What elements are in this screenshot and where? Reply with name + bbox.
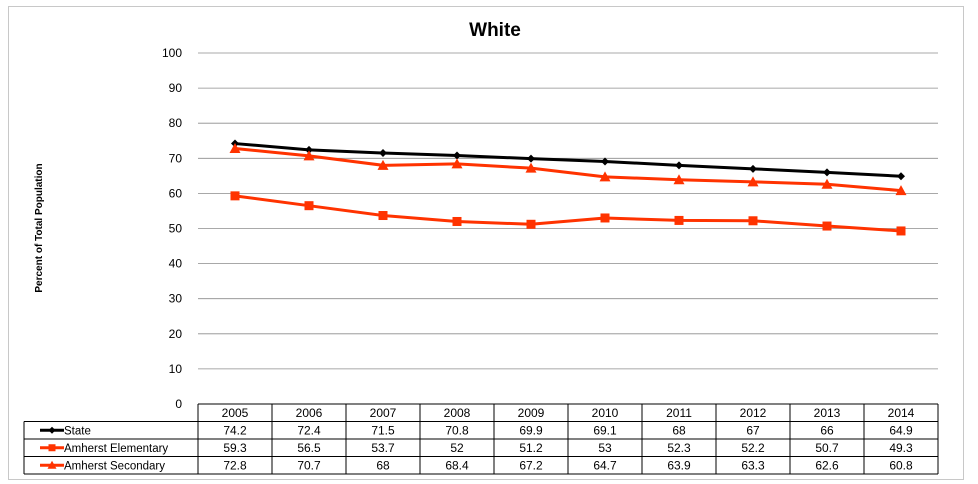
- chart-frame: [8, 6, 964, 480]
- y-tick-label: 0: [175, 397, 182, 411]
- data-point: [305, 145, 313, 154]
- series-layer: [229, 139, 907, 236]
- data-point: [673, 174, 685, 185]
- chart-title: White: [469, 20, 521, 41]
- y-tick-label: 30: [169, 292, 183, 306]
- data-point: [895, 185, 907, 196]
- data-point: [749, 164, 757, 173]
- x-tick-label: 2013: [814, 406, 841, 420]
- data-table-value: 64.9: [889, 424, 913, 438]
- data-point: [527, 154, 535, 163]
- data-point: [600, 213, 610, 223]
- y-tick-label: 20: [169, 327, 183, 341]
- data-point: [675, 161, 683, 170]
- data-point: [822, 221, 832, 231]
- data-point: [897, 172, 905, 181]
- data-point: [896, 226, 906, 236]
- y-tick-label: 70: [169, 151, 183, 165]
- y-tick-label: 50: [169, 222, 183, 236]
- data-table-value: 72.8: [223, 459, 247, 473]
- data-point: [453, 151, 461, 160]
- data-point: [525, 162, 537, 173]
- legend-key-marker: [48, 426, 56, 434]
- data-table-value: 64.7: [593, 459, 617, 473]
- data-point: [304, 201, 314, 211]
- data-table: 2005 2006 2007 2008 2009 2010 2011 2012 2013 2014…: [23, 403, 939, 475]
- y-tick-label: 60: [169, 186, 183, 200]
- data-table-value: 52.2: [741, 441, 765, 455]
- data-point: [747, 176, 759, 187]
- data-point: [674, 215, 684, 225]
- series-line: [234, 142, 902, 178]
- series-line: [234, 146, 902, 193]
- x-tick-label: 2012: [740, 406, 767, 420]
- legend-label: Amherst Secondary: [64, 460, 165, 472]
- y-axis-label: Percent of Total Population: [34, 163, 45, 292]
- data-point: [451, 158, 463, 169]
- data-table-value: 68: [376, 459, 390, 473]
- legend-key-marker: [47, 460, 57, 469]
- data-point: [303, 150, 315, 161]
- x-tick-label: 2011: [666, 406, 692, 420]
- data-table-value: 50.7: [815, 441, 839, 455]
- data-point: [821, 178, 833, 189]
- x-tick-label: 2014: [888, 406, 915, 420]
- data-table-value: 53.7: [371, 441, 395, 455]
- data-point: [601, 157, 609, 166]
- data-point: [378, 211, 388, 221]
- data-table-value: 62.6: [815, 459, 839, 473]
- y-tick-label: 10: [169, 362, 183, 376]
- data-point: [748, 216, 758, 226]
- x-tick-label: 2008: [444, 406, 471, 420]
- data-table-value: 67: [746, 424, 760, 438]
- data-table-value: 52.3: [667, 441, 691, 455]
- data-table-value: 59.3: [223, 441, 247, 455]
- x-tick-label: 2005: [222, 406, 249, 420]
- data-table-value: 52: [450, 441, 464, 455]
- x-tick-label: 2009: [518, 406, 545, 420]
- legend-label: State: [64, 425, 91, 437]
- data-table-value: 71.5: [371, 424, 395, 438]
- data-point: [229, 142, 241, 153]
- data-point: [599, 171, 611, 182]
- data-table-value: 70.7: [297, 459, 321, 473]
- data-table-value: 51.2: [519, 441, 543, 455]
- data-point: [230, 191, 240, 201]
- y-tick-label: 90: [169, 81, 183, 95]
- data-table-value: 67.2: [519, 459, 543, 473]
- data-table-value: 53: [598, 441, 612, 455]
- data-table-value: 63.3: [741, 459, 765, 473]
- data-table-value: 49.3: [889, 441, 913, 455]
- x-tick-label: 2010: [592, 406, 619, 420]
- data-table-value: 68.4: [445, 459, 469, 473]
- data-table-value: 69.9: [519, 424, 543, 438]
- data-table-value: 70.8: [445, 424, 469, 438]
- data-table-value: 56.5: [297, 441, 321, 455]
- y-tick-labels: 0 10 20 30 40 50 60 70 80 90 100: [162, 46, 182, 411]
- data-point: [379, 149, 387, 158]
- y-tick-label: 80: [169, 116, 183, 130]
- grid-layer: [198, 52, 938, 370]
- data-table-value: 68: [672, 424, 686, 438]
- data-table-value: 69.1: [593, 424, 617, 438]
- data-point: [377, 159, 389, 170]
- y-tick-label: 100: [162, 46, 182, 60]
- y-tick-label: 40: [169, 257, 183, 271]
- data-point: [526, 219, 536, 229]
- data-point: [452, 216, 462, 226]
- data-table-value: 63.9: [667, 459, 691, 473]
- data-table-value: 66: [820, 424, 834, 438]
- data-point: [823, 168, 831, 177]
- legend-label: Amherst Elementary: [64, 443, 168, 455]
- series-line: [234, 194, 902, 233]
- x-tick-label: 2006: [296, 406, 323, 420]
- data-table-value: 72.4: [297, 424, 321, 438]
- data-table-value: 74.2: [223, 424, 247, 438]
- legend-key-marker: [48, 444, 56, 452]
- data-table-value: 60.8: [889, 459, 913, 473]
- x-tick-label: 2007: [370, 406, 397, 420]
